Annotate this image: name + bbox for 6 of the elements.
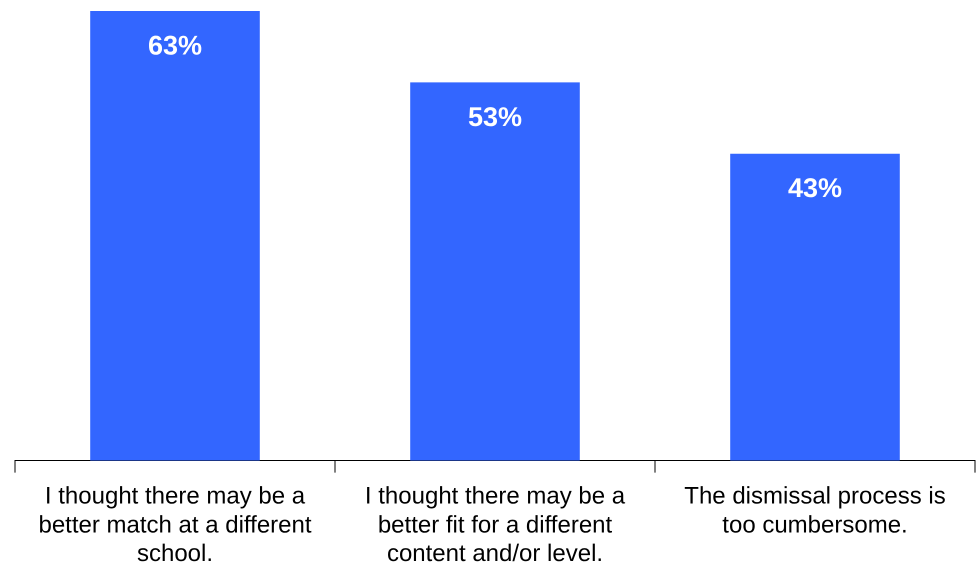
data-label: 43%: [788, 173, 842, 204]
x-tick-label: I thought there may be a better fit for a different content and/or level.: [364, 482, 626, 568]
x-tick-label: I thought there may be a better match at a different school.: [38, 482, 312, 568]
x-tick-label: The dismissal process is too cumbersome.: [684, 482, 946, 538]
data-label: 63%: [148, 30, 202, 60]
data-label: 53%: [468, 102, 522, 132]
